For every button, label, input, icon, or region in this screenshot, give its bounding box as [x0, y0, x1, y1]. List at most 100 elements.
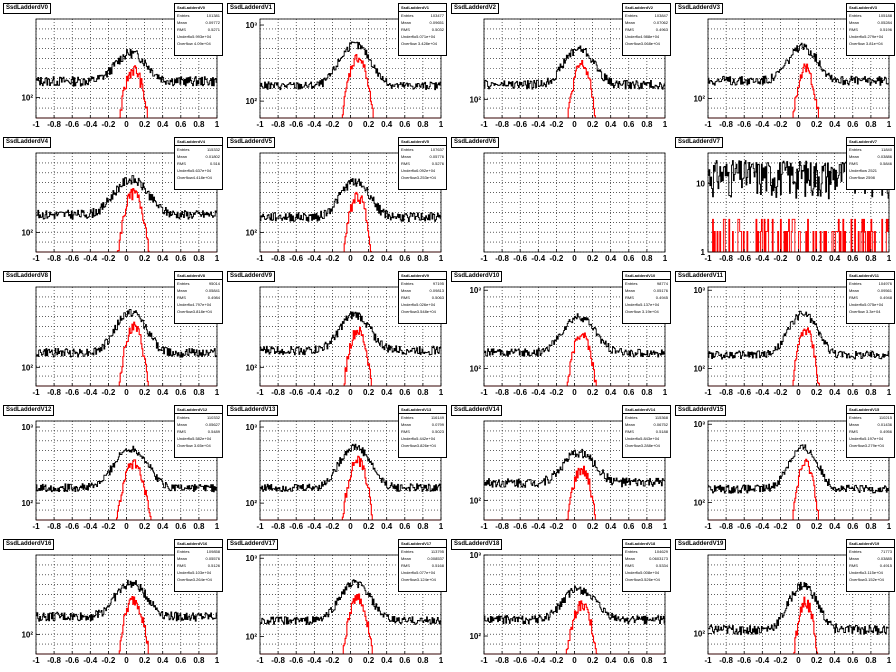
- x-tick-label: 0: [572, 656, 577, 665]
- stats-value: Underflo5.071e+04: [401, 34, 436, 39]
- x-tick-label: -1: [256, 522, 264, 531]
- x-tick-label: 0.6: [399, 656, 411, 665]
- stats-value: 95014: [208, 281, 220, 286]
- histogram-title: SsdLadderdV16: [3, 539, 55, 550]
- x-tick-label: 0: [124, 522, 129, 531]
- stats-label: Entries: [177, 13, 190, 18]
- stats-value: 110332: [206, 415, 220, 420]
- histogram-plot: -1 -0.8 -0.6 -0.4 -0.2 0 0.2 0.4 0.6 0.8 1 10³ 10²: [245, 18, 444, 129]
- stats-row: Mean 0.0799: [399, 421, 446, 428]
- histogram-title: SsdLadderdV13: [227, 405, 279, 416]
- stats-value: 115332: [206, 147, 220, 152]
- x-tick-label: -1: [256, 656, 264, 665]
- x-tick-label: -0.2: [774, 120, 788, 129]
- series-red-histogram: [36, 321, 217, 387]
- stats-label: Entries: [401, 415, 414, 420]
- x-tick-label: 0.4: [381, 254, 393, 263]
- series-black-histogram: [36, 579, 217, 622]
- histogram-plot: -1 -0.8 -0.6 -0.4 -0.2 0 0.2 0.4 0.6 0.8 1 10²: [21, 152, 220, 263]
- x-tick-label: -0.4: [531, 254, 545, 263]
- histogram-title: SsdLadderdV2: [451, 3, 500, 14]
- x-tick-label: 0.6: [623, 522, 635, 531]
- stats-row: RMS 0.5168: [399, 562, 446, 569]
- x-tick-label: 0: [572, 522, 577, 531]
- series-black-histogram: [36, 309, 217, 358]
- stats-row: Overflow3.279e+04: [847, 442, 894, 449]
- stats-value: Overflow4.418e+04: [177, 175, 212, 180]
- stats-label: Mean: [625, 20, 636, 25]
- y-tick-label: 10²: [21, 93, 33, 102]
- stats-name: SsdLadderdV7: [847, 138, 894, 146]
- histogram-plot: -1 -0.8 -0.6 -0.4 -0.2 0 0.2 0.4 0.6 0.8 1: [480, 152, 668, 263]
- x-tick-label: 0.4: [157, 120, 169, 129]
- stats-label: Entries: [401, 147, 414, 152]
- stats-row: Mean 0.09813: [399, 287, 446, 294]
- stats-value: Underflo5.026e+04: [401, 302, 436, 307]
- x-tick-label: -0.6: [65, 254, 79, 263]
- x-tick-label: 0.4: [381, 522, 393, 531]
- histogram-title: SsdLadderdV7: [675, 137, 724, 148]
- series-black-histogram: [260, 178, 441, 223]
- x-tick-label: 0.8: [641, 388, 653, 397]
- histogram-pad: -1 -0.8 -0.6 -0.4 -0.2 0 0.2 0.4 0.6 0.8 1 10² SsdLa…: [0, 536, 224, 670]
- x-tick-label: 1: [215, 656, 220, 665]
- stats-value: 103847: [654, 13, 668, 18]
- x-tick-label: 0.2: [363, 522, 375, 531]
- stats-value: Overflow3.152e+04: [849, 577, 884, 582]
- stats-row: Underflo5.103e+04: [175, 569, 222, 576]
- series-black-histogram: [708, 444, 889, 494]
- y-tick-label: 10³: [693, 420, 705, 429]
- stats-value: 0.4963: [655, 27, 668, 32]
- stats-value: 0.4945: [655, 295, 668, 300]
- stats-row: Overflow3.818e+04: [175, 308, 222, 315]
- stats-value: 0.5271: [207, 27, 220, 32]
- x-tick-label: 0.6: [399, 522, 411, 531]
- x-tick-label: -0.6: [289, 388, 303, 397]
- x-tick-label: -0.8: [495, 656, 509, 665]
- stats-row: Mean 0.09561: [847, 287, 894, 294]
- x-tick-label: 0: [124, 254, 129, 263]
- x-tick-label: 0.4: [381, 388, 393, 397]
- stats-value: Underflo5.637e+04: [177, 168, 212, 173]
- y-tick-label: 10²: [693, 94, 705, 103]
- x-tick-label: -0.4: [531, 120, 545, 129]
- histogram-plot: -1 -0.8 -0.6 -0.4 -0.2 0 0.2 0.4 0.6 0.8 1 10³ 10²: [469, 551, 667, 665]
- x-tick-label: -0.2: [102, 522, 116, 531]
- histogram-pad: -1 -0.8 -0.6 -0.4 -0.2 0 0.2 0.4 0.6 0.8 1 10³ 10² Ss…: [224, 536, 448, 670]
- stats-value: Underflo5.077e+04: [401, 570, 436, 575]
- stats-row: Overflow 2598: [847, 174, 894, 181]
- x-tick-label: 0.4: [605, 522, 617, 531]
- histogram-pad: -1 -0.8 -0.6 -0.4 -0.2 0 0.2 0.4 0.6 0.8 1 10² SsdLa…: [448, 402, 672, 536]
- histogram-plot: -1 -0.8 -0.6 -0.4 -0.2 0 0.2 0.4 0.6 0.8 1 10²: [21, 18, 220, 129]
- stats-row: RMS 0.5188: [623, 428, 670, 435]
- stats-row: Overflow3.548e+04: [399, 308, 446, 315]
- stats-value: 98774: [656, 281, 668, 286]
- stats-value: 0.09813: [429, 288, 444, 293]
- histogram-pad: -1 -0.8 -0.6 -0.4 -0.2 0 0.2 0.4 0.6 0.8 1 10³ 10² Ss…: [448, 536, 672, 670]
- stats-row: Entries 97195: [399, 280, 446, 287]
- stats-value: 0.05627: [205, 422, 220, 427]
- x-tick-label: 0.6: [847, 388, 859, 397]
- stats-box: SsdLadderdV18 Entries 104629 Mean 0.0603173 R…: [622, 539, 671, 592]
- stats-row: RMS 0.5032: [399, 26, 446, 33]
- stats-row: Overflow3.526e+04: [623, 576, 670, 583]
- stats-label: RMS: [849, 295, 858, 300]
- series-black-histogram: [36, 48, 217, 87]
- x-tick-label: -1: [32, 522, 40, 531]
- series-black-histogram: [484, 45, 665, 90]
- x-tick-label: -0.2: [326, 656, 340, 665]
- stats-name: SsdLadderdV11: [847, 272, 894, 280]
- series-black-histogram: [36, 175, 217, 220]
- stats-value: Overflow 2598: [849, 175, 875, 180]
- stats-label: Entries: [177, 415, 190, 420]
- stats-label: Mean: [177, 288, 188, 293]
- stats-value: Underflo5.993e+04: [177, 34, 212, 39]
- x-tick-label: 0.8: [417, 656, 429, 665]
- stats-name: SsdLadderdV2: [623, 4, 670, 12]
- x-tick-label: 0.8: [193, 120, 205, 129]
- stats-row: Overflow3.826e+04: [399, 442, 446, 449]
- stats-label: Entries: [625, 549, 638, 554]
- stats-row: Mean 0.05776: [399, 153, 446, 160]
- stats-label: Entries: [849, 415, 862, 420]
- x-tick-label: -0.6: [737, 522, 751, 531]
